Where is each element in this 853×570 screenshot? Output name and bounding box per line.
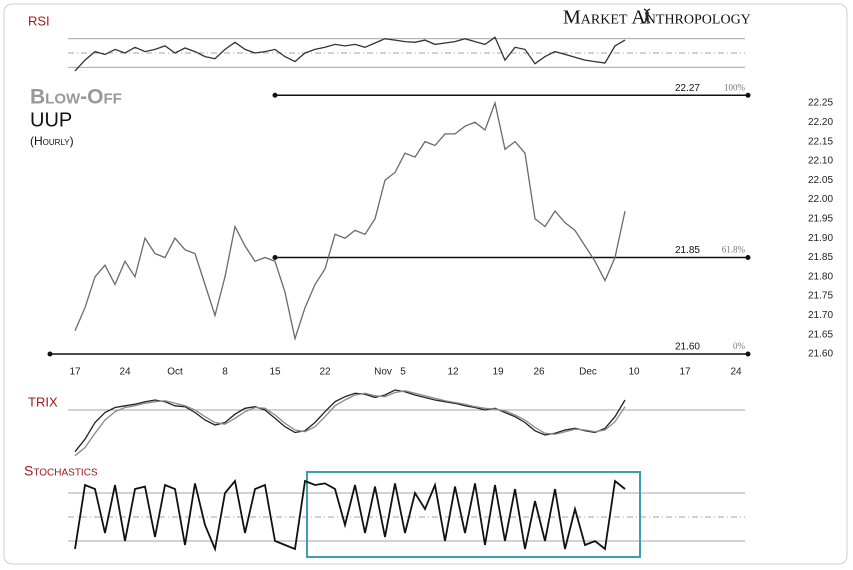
x-tick-label: 17: [679, 367, 691, 378]
x-tick-label: 24: [730, 367, 742, 378]
x-tick-label: 19: [492, 367, 504, 378]
series-line: [74, 389, 626, 453]
fib-end: [272, 92, 278, 98]
fib-value-label: 21.85: [675, 245, 700, 256]
fib-end: [745, 254, 751, 260]
fib-percent-label: 0%: [733, 341, 746, 351]
fib-percent-label: 100%: [724, 82, 746, 92]
y-tick-label: 21.75: [808, 291, 833, 302]
x-tick-label: 12: [447, 367, 459, 378]
y-tick-label: 21.70: [808, 310, 833, 321]
y-tick-label: 21.60: [808, 349, 833, 360]
series-line: [74, 390, 626, 457]
y-tick-label: 22.20: [808, 117, 833, 128]
x-tick-label: Oct: [167, 367, 183, 378]
y-tick-label: 22.00: [808, 194, 833, 205]
x-tick-label: 17: [69, 367, 81, 378]
y-tick-label: 22.10: [808, 156, 833, 167]
fib-end: [47, 351, 53, 357]
x-tick-label: 8: [222, 367, 228, 378]
x-tick-label: 24: [119, 367, 131, 378]
panel-title: RSI: [28, 13, 50, 28]
y-tick-label: 21.65: [808, 329, 833, 340]
y-tick-label: 21.80: [808, 271, 833, 282]
y-tick-label: 22.05: [808, 175, 833, 186]
brand-icon: [643, 8, 651, 24]
x-tick-label: 5: [400, 367, 406, 378]
panel-title: TRIX: [28, 394, 58, 409]
fib-end: [272, 254, 278, 260]
panel-title: Stochastics: [24, 463, 98, 479]
x-tick-label: Nov: [374, 367, 392, 378]
x-tick-label: 22: [319, 367, 331, 378]
frame: [3, 3, 848, 565]
fib-value-label: 22.27: [675, 83, 700, 94]
x-tick-label: 26: [533, 367, 545, 378]
fib-end: [745, 351, 751, 357]
chart-title: Blow-Off: [30, 86, 122, 109]
series-line: [74, 478, 626, 553]
series-line: [74, 36, 626, 72]
chart-subtitle: UUP: [30, 109, 72, 131]
x-tick-label: 10: [628, 367, 640, 378]
fib-percent-label: 61.8%: [722, 245, 746, 255]
x-tick-label: Dec: [579, 367, 597, 378]
fib-end: [745, 92, 751, 98]
chart-note: (Hourly): [30, 134, 74, 148]
y-tick-label: 22.15: [808, 136, 833, 147]
fib-value-label: 21.60: [675, 342, 700, 353]
series-line: [74, 100, 626, 342]
highlight-box: [306, 471, 641, 558]
y-tick-label: 21.90: [808, 233, 833, 244]
y-tick-label: 22.25: [808, 98, 833, 109]
brand: Market Anthropology: [563, 7, 751, 29]
y-tick-label: 21.95: [808, 213, 833, 224]
x-tick-label: 15: [269, 367, 281, 378]
y-tick-label: 21.85: [808, 252, 833, 263]
